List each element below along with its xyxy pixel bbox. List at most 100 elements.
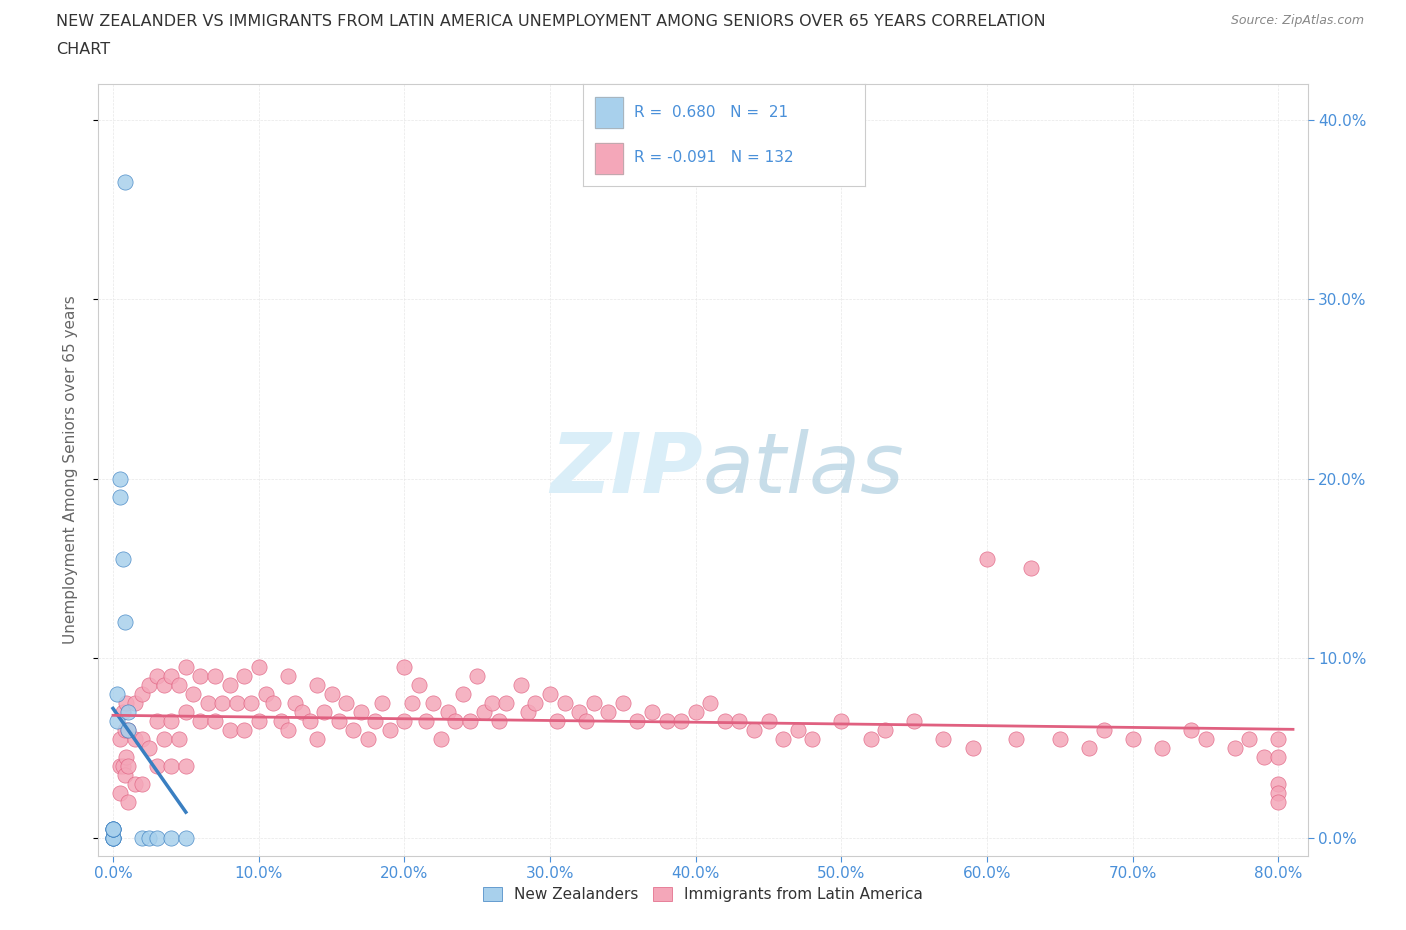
Point [582,696,605,711]
Point [517,705,540,720]
Point [458,713,481,728]
Point [124,696,146,711]
Point [962,740,984,755]
Point [408,678,430,693]
Point [509,678,531,693]
Point [262,696,284,711]
Text: NEW ZEALANDER VS IMMIGRANTS FROM LATIN AMERICA UNEMPLOYMENT AMONG SENIORS OVER 6: NEW ZEALANDER VS IMMIGRANTS FROM LATIN A… [56,14,1046,29]
Point [138,740,160,755]
Point [1180,723,1202,737]
Point [474,705,496,720]
Point [378,723,401,737]
Point [131,830,153,845]
Point [1092,723,1115,737]
Point [364,713,387,728]
Y-axis label: Unemployment Among Seniors over 65 years: Unemployment Among Seniors over 65 years [63,296,77,644]
Point [422,696,444,711]
Bar [595,143,623,174]
Point [131,686,153,701]
Legend: New Zealanders, Immigrants from Latin America: New Zealanders, Immigrants from Latin Am… [475,880,931,910]
Point [181,686,204,701]
Point [101,821,124,836]
Point [1223,740,1246,755]
Point [101,830,124,845]
Point [131,732,153,747]
Point [174,830,197,845]
Point [211,696,233,711]
Point [110,472,132,486]
Point [218,678,240,693]
Point [174,659,197,674]
Point [138,830,160,845]
Point [153,732,176,747]
Point [112,552,135,567]
Point [598,705,620,720]
Point [1078,740,1101,755]
Point [1267,777,1289,791]
Point [254,686,277,701]
Text: Source: ZipAtlas.com: Source: ZipAtlas.com [1230,14,1364,27]
Point [394,659,416,674]
Point [110,489,132,504]
Point [859,732,882,747]
Point [117,723,139,737]
Point [298,713,321,728]
Point [284,696,307,711]
Point [117,723,139,737]
Point [437,705,460,720]
Point [174,705,197,720]
Point [115,696,138,711]
Point [218,723,240,737]
Point [240,696,263,711]
Point [655,713,678,728]
Point [1239,732,1261,747]
Point [160,669,183,684]
Point [714,713,737,728]
Text: R = -0.091   N = 132: R = -0.091 N = 132 [634,150,794,165]
Point [117,705,139,720]
Point [145,713,167,728]
Point [101,821,124,836]
Point [277,723,299,737]
Point [101,821,124,836]
Point [247,713,270,728]
Point [105,686,128,701]
Text: atlas: atlas [703,429,904,511]
Point [112,705,135,720]
Point [314,705,336,720]
Point [612,696,634,711]
Point [1005,732,1028,747]
Point [669,713,692,728]
Text: ZIP: ZIP [550,429,703,511]
Point [160,713,183,728]
Point [115,750,138,764]
Point [1267,732,1289,747]
Point [225,696,247,711]
Point [110,732,132,747]
Point [758,713,780,728]
Point [110,758,132,773]
Point [145,830,167,845]
Point [903,713,925,728]
Point [371,696,394,711]
Point [145,669,167,684]
Text: R =  0.680   N =  21: R = 0.680 N = 21 [634,105,789,120]
Point [291,705,314,720]
Point [321,686,343,701]
Point [641,705,664,720]
Point [335,696,357,711]
Point [117,794,139,809]
Point [114,767,136,782]
Point [160,758,183,773]
Point [112,758,135,773]
Point [444,713,467,728]
Point [1194,732,1216,747]
Bar [595,97,623,127]
Point [546,713,568,728]
Point [270,713,292,728]
Point [167,732,190,747]
Point [626,713,648,728]
Point [1267,785,1289,800]
Point [101,821,124,836]
Point [728,713,751,728]
